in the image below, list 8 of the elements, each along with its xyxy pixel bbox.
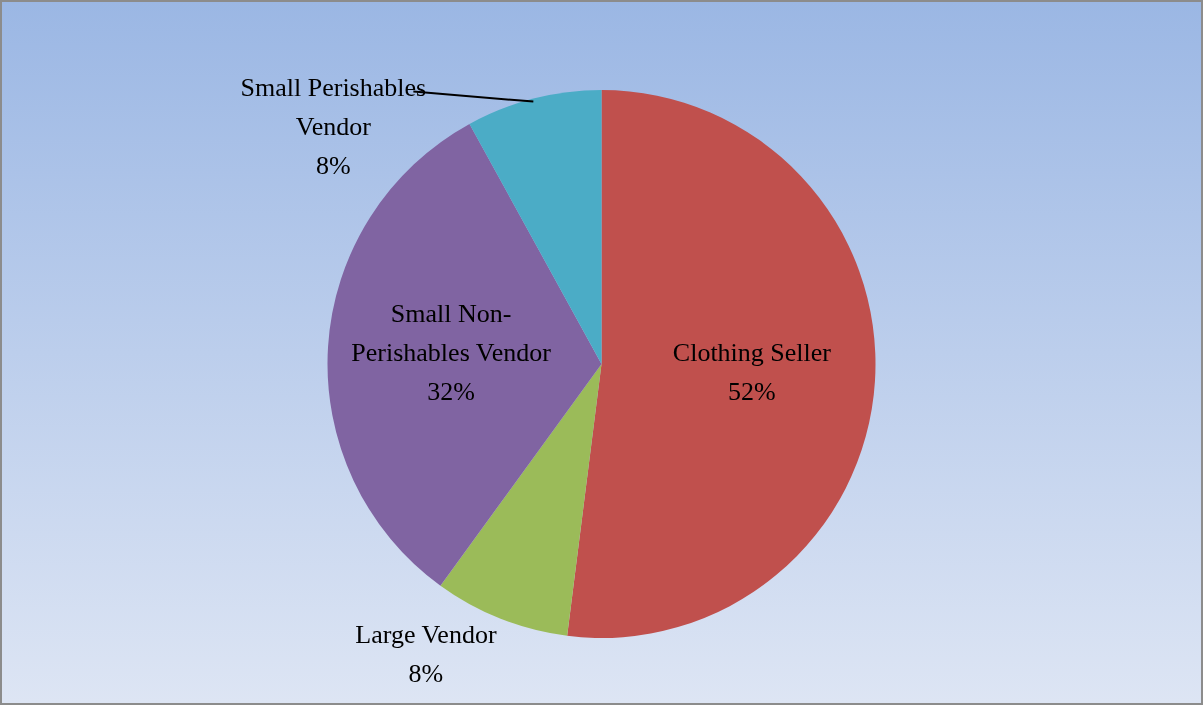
data-label: 8% <box>316 151 351 181</box>
slice-label: Clothing Seller <box>672 337 832 367</box>
slice-label: Small Non-Perishables Vendor <box>351 299 552 368</box>
slice-label: Small Perishables Vendor <box>240 73 427 142</box>
data-label: 52% <box>728 376 776 406</box>
data-label: 32% <box>427 377 475 407</box>
data-label: 8% <box>408 659 444 689</box>
slice-label: Large Vendor <box>355 620 497 650</box>
